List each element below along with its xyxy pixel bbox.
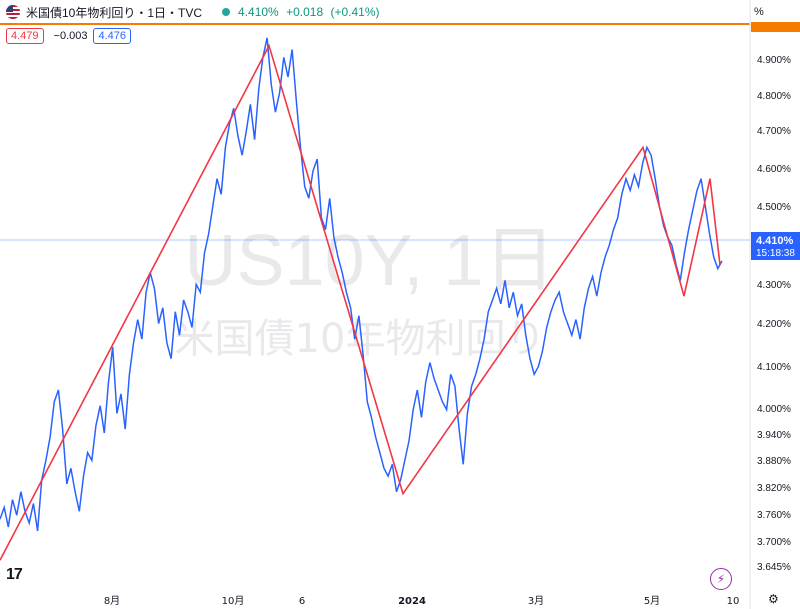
chart-header: 米国債10年物利回り・1日・TVC 4.410% +0.018 (+0.41%) [0,0,384,24]
y-tick-label: 3.700% [757,537,791,548]
y-tick-label: 4.300% [757,280,791,291]
change-pct: (+0.41%) [330,5,380,19]
x-tick-label: 8月 [104,595,120,607]
countdown: 15:18:38 [756,248,795,259]
y-tick-label: 3.940% [757,430,791,441]
last-price: 4.410% [238,5,279,19]
x-axis[interactable]: 8月 10月 6 2024 3月 5月 10 [104,595,740,607]
watermark: US10Y, 1日 米国債10年物利回り [175,221,556,362]
left-value-box: 4.479 [6,28,44,44]
us-flag-icon [6,5,20,19]
x-tick-label: 6 [299,596,305,607]
x-tick-label: 5月 [644,595,660,607]
zigzag-line [0,43,721,561]
current-price-label: 4.410% 15:18:38 [751,232,800,260]
lightning-icon[interactable]: ⚡ [710,568,732,590]
change-abs: +0.018 [286,5,324,19]
market-status-dot-icon [222,8,231,16]
axis-unit-label[interactable]: % [754,6,764,18]
symbol-title[interactable]: 米国債10年物利回り・1日・TVC [26,5,203,20]
right-value-box: 4.476 [93,28,132,44]
series-line [0,37,723,532]
y-tick-label: 4.200% [757,319,791,330]
y-tick-label: 4.100% [757,362,791,373]
y-tick-label: 4.800% [757,91,791,102]
x-tick-label: 3月 [528,595,544,607]
price-change: 4.410% +0.018 (+0.41%) [238,5,383,19]
y-tick-label: 4.600% [757,164,791,175]
x-tick-label: 10 [727,596,740,607]
tradingview-logo-icon[interactable]: 17 [6,566,23,583]
y-tick-label: 4.900% [757,55,791,66]
y-tick-label: 3.820% [757,483,791,494]
y-tick-label: 4.500% [757,202,791,213]
current-price-value: 4.410% [756,235,794,247]
values-row: 4.479 −0.003 4.476 [6,28,132,44]
y-tick-label: 3.880% [757,456,791,467]
x-tick-label: 10月 [222,595,245,607]
mid-value: −0.003 [53,30,88,42]
top-right-marker [751,22,800,32]
gear-icon[interactable]: ⚙ [768,592,779,606]
y-tick-label: 3.645% [757,562,791,573]
y-tick-label: 4.000% [757,404,791,415]
x-tick-label: 2024 [398,596,426,607]
y-tick-label: 3.760% [757,510,791,521]
y-tick-label: 4.700% [757,126,791,137]
y-axis[interactable]: 4.900% 4.800% 4.700% 4.600% 4.500% 4.300% 4.20… [757,55,791,573]
watermark-line1: US10Y, 1日 [185,221,556,301]
